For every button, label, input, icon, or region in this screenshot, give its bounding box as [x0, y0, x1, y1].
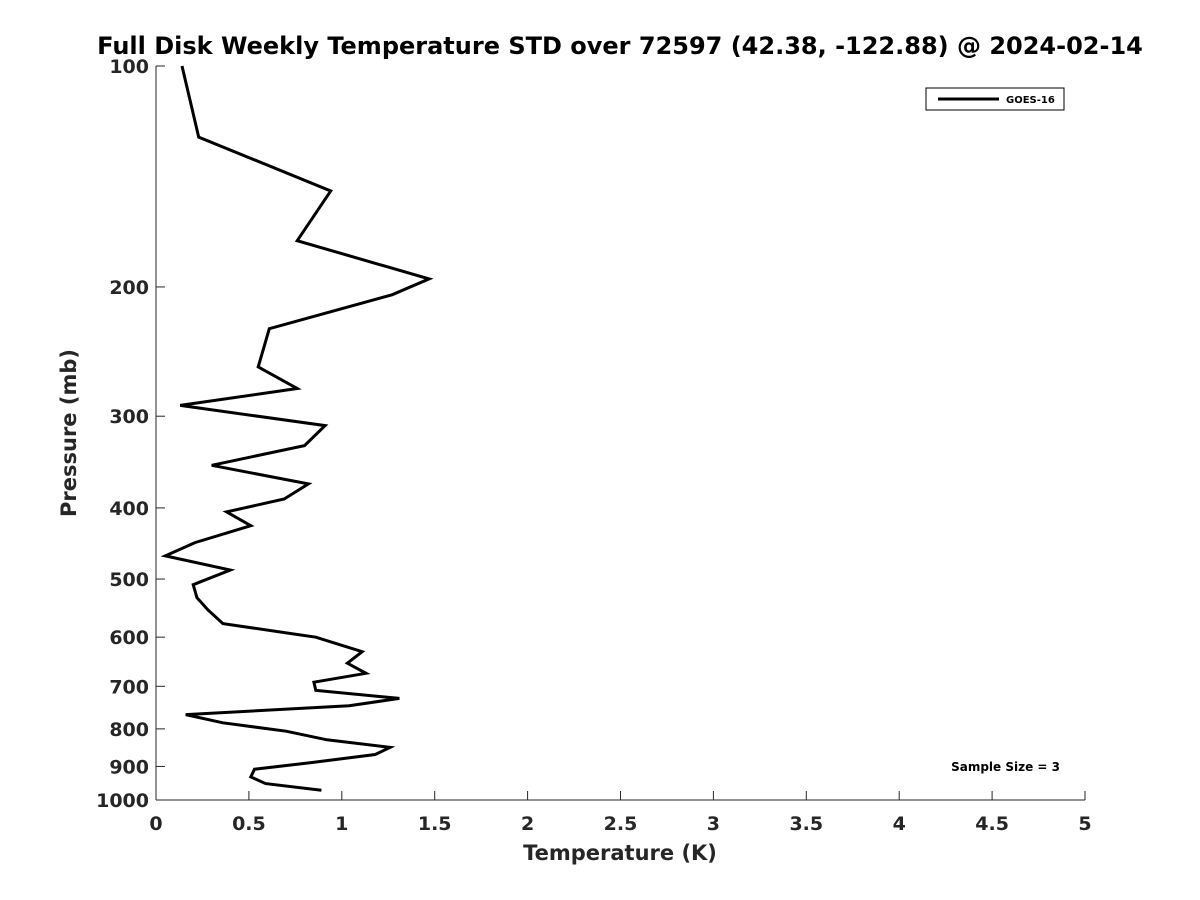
- series-line-goes-16: [160, 65, 434, 792]
- x-tick-label: 3.5: [789, 813, 823, 835]
- x-tick-label: 2.5: [604, 813, 638, 835]
- x-tick-label: 3: [707, 813, 720, 835]
- chart-title: Full Disk Weekly Temperature STD over 72…: [97, 32, 1143, 60]
- y-tick-label: 500: [109, 569, 149, 591]
- sample-size-annotation: Sample Size = 3: [951, 760, 1060, 774]
- plot-area: 0 0.5 1 1.5 2 2.5 3 3.5 4 4.5 5 100 200 300 400 500 600…: [96, 56, 1092, 835]
- legend-label-goes-16: GOES-16: [1006, 95, 1055, 106]
- x-tick-label: 4: [893, 813, 906, 835]
- y-tick-label: 200: [109, 277, 149, 299]
- y-axis-label: Pressure (mb): [57, 349, 81, 517]
- y-tick-label: 400: [109, 498, 149, 520]
- y-tick-label: 100: [109, 56, 149, 78]
- y-tick-label: 300: [109, 406, 149, 428]
- y-tick-label: 700: [109, 676, 149, 698]
- x-tick-label: 0.5: [232, 813, 266, 835]
- y-tick-label: 900: [109, 756, 149, 778]
- x-tick-label: 1: [335, 813, 348, 835]
- y-tick-label: 1000: [96, 790, 149, 812]
- x-tick-label: 0: [149, 813, 162, 835]
- y-tick-label: 600: [109, 627, 149, 649]
- x-tick-label: 4.5: [975, 813, 1009, 835]
- x-tick-label: 1.5: [418, 813, 452, 835]
- series-group: [160, 65, 434, 792]
- x-axis-label: Temperature (K): [523, 841, 717, 865]
- x-ticks: 0 0.5 1 1.5 2 2.5 3 3.5 4 4.5 5: [149, 791, 1092, 835]
- legend: GOES-16: [925, 87, 1065, 111]
- y-tick-label: 800: [109, 719, 149, 741]
- y-ticks: 100 200 300 400 500 600 700 800 900 1000: [96, 56, 165, 812]
- x-tick-label: 5: [1078, 813, 1091, 835]
- x-tick-label: 2: [521, 813, 534, 835]
